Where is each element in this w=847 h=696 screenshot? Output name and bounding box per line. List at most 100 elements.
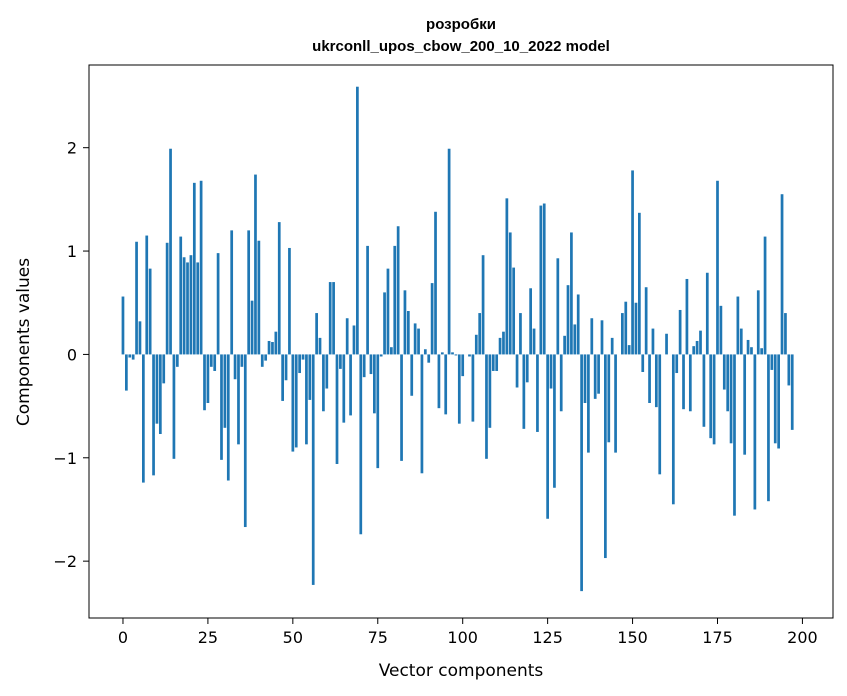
bar-component-53	[301, 354, 305, 360]
bar-component-179	[729, 354, 733, 444]
bar-component-45	[274, 331, 278, 355]
bar-component-64	[339, 354, 342, 369]
bar-component-117	[519, 313, 522, 355]
bar-component-91	[430, 283, 434, 355]
bar-component-99	[457, 354, 461, 424]
bar-component-26	[209, 354, 213, 367]
bar-component-172	[705, 272, 709, 355]
bar-component-157	[654, 354, 658, 408]
bar-component-42	[264, 354, 268, 361]
bar-component-194	[780, 194, 784, 355]
bar-component-113	[505, 198, 509, 355]
bar-component-169	[695, 340, 699, 355]
bar-component-19	[186, 262, 189, 355]
x-tick-label: 100	[447, 628, 478, 647]
bar-component-191	[770, 354, 774, 370]
bar-component-148	[624, 301, 628, 355]
bar-component-75	[376, 354, 380, 469]
bar-component-31	[226, 354, 230, 481]
bar-component-67	[349, 354, 352, 416]
bar-component-135	[580, 354, 583, 592]
bar-component-95	[444, 354, 448, 415]
bar-component-34	[237, 354, 240, 445]
x-tick-label: 175	[702, 628, 733, 647]
bar-component-134	[576, 294, 580, 355]
bar-component-89	[423, 349, 427, 355]
bar-component-153	[641, 354, 645, 372]
x-axis-label: Vector components	[379, 661, 544, 681]
bar-component-188	[760, 348, 764, 355]
bar-component-147	[621, 313, 624, 355]
bar-component-56	[311, 354, 315, 585]
bar-component-104	[474, 334, 478, 355]
x-axis-ticks: 0 25 50 75 100 125 150 175 200	[118, 618, 818, 647]
bar-component-143	[607, 354, 611, 443]
bar-component-61	[328, 282, 332, 355]
bar-component-167	[688, 354, 692, 412]
bar-component-73	[369, 354, 373, 375]
bar-component-108	[488, 354, 492, 428]
bar-component-140	[597, 354, 600, 394]
bar-component-178	[726, 354, 730, 412]
bar-component-5	[138, 321, 142, 355]
bar-component-21	[192, 182, 196, 355]
bar-component-174	[712, 354, 716, 445]
bar-component-195	[784, 313, 787, 355]
bar-component-47	[281, 354, 284, 401]
bar-component-160	[665, 333, 668, 355]
bar-component-58	[318, 337, 322, 355]
bar-component-180	[733, 354, 736, 516]
bar-component-162	[671, 354, 675, 505]
bar-component-176	[719, 305, 723, 355]
bar-component-20	[189, 255, 193, 355]
bar-component-55	[308, 354, 312, 400]
plot-frame	[88, 64, 834, 619]
x-tick-label: 150	[617, 628, 648, 647]
bar-component-102	[468, 354, 471, 357]
bar-component-35	[240, 354, 244, 367]
bar-component-24	[203, 354, 206, 411]
bar-component-120	[529, 288, 532, 355]
bar-component-149	[627, 345, 631, 355]
x-tick-label: 50	[283, 628, 303, 647]
bar-component-71	[362, 354, 366, 378]
bar-component-33	[233, 354, 237, 380]
bar-component-29	[220, 354, 223, 460]
bar-component-14	[169, 148, 172, 355]
bar-component-48	[284, 354, 288, 381]
bar-component-171	[702, 354, 706, 427]
y-axis-ticks: −2 −1 0 1 2	[53, 139, 89, 571]
bar-component-57	[315, 313, 318, 355]
bar-component-41	[260, 354, 264, 367]
bar-component-18	[182, 257, 186, 355]
bar-component-144	[610, 337, 614, 355]
bar-component-74	[373, 354, 376, 414]
bar-component-25	[206, 354, 210, 403]
bar-component-154	[644, 287, 648, 355]
bar-component-141	[600, 320, 604, 355]
bar-component-110	[495, 354, 499, 371]
bar-component-151	[634, 302, 638, 355]
bar-component-7	[145, 235, 149, 355]
bar-component-17	[179, 236, 183, 355]
bar-component-142	[604, 354, 607, 559]
bar-component-184	[746, 339, 750, 355]
bar-component-66	[345, 318, 349, 355]
bar-component-82	[400, 354, 403, 461]
bar-component-90	[427, 354, 431, 363]
bar-component-10	[155, 354, 159, 424]
bar-component-30	[223, 354, 227, 428]
bar-component-83	[403, 290, 407, 355]
bar-component-190	[767, 354, 770, 502]
bar-component-43	[267, 340, 271, 355]
bar-component-107	[485, 354, 488, 459]
bar-component-150	[631, 170, 634, 355]
bar-component-109	[491, 354, 495, 371]
bar-component-164	[678, 309, 682, 355]
bar-component-124	[542, 203, 546, 355]
bar-component-170	[699, 330, 702, 355]
bar-component-65	[342, 354, 346, 423]
bar-component-3	[131, 354, 135, 360]
